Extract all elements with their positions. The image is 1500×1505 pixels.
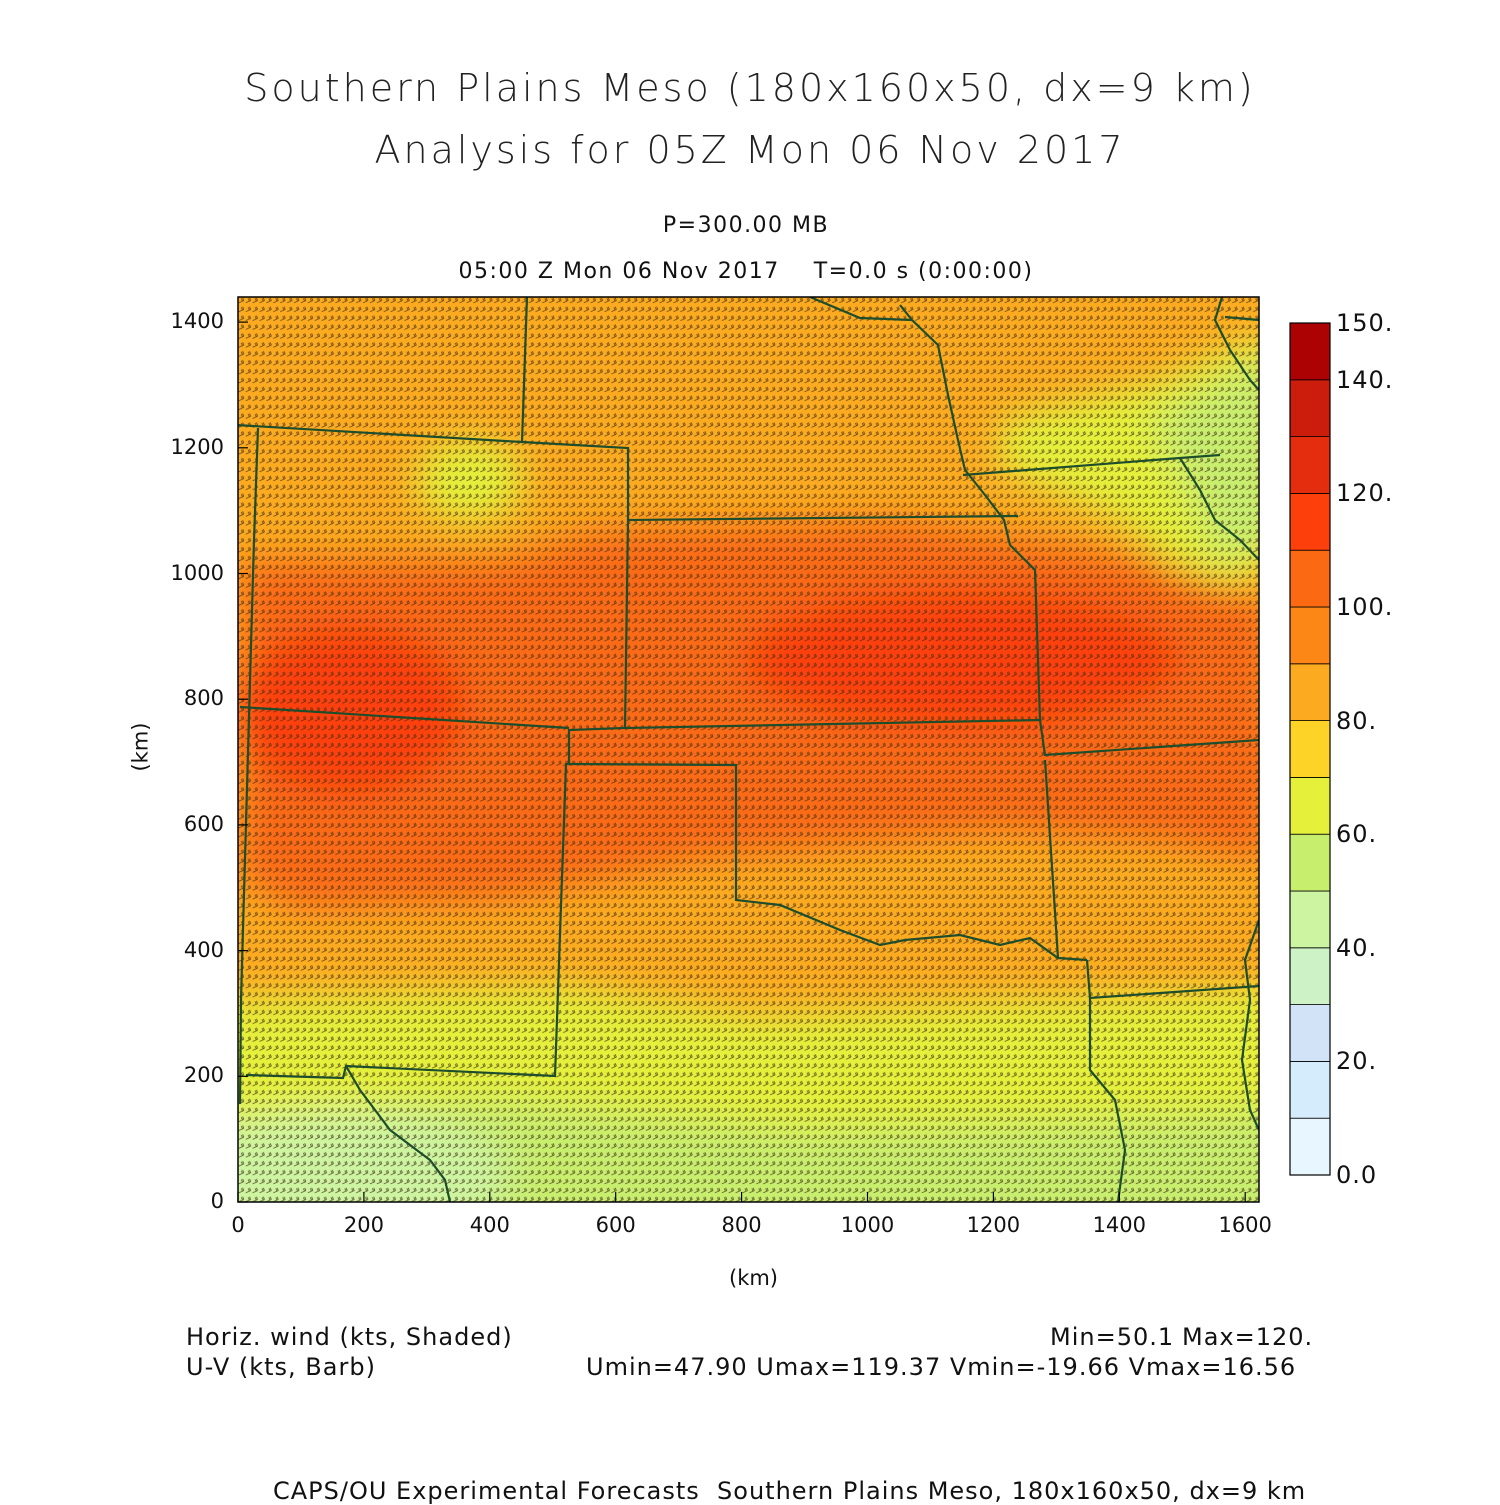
uv-stats: Umin=47.90 Umax=119.37 Vmin=-19.66 Vmax=…: [586, 1353, 1297, 1381]
colorbar-bin: [1289, 379, 1331, 437]
colorbar-bin: [1289, 1004, 1331, 1062]
y-tick-label: 0: [210, 1189, 224, 1213]
vector-name: U-V (kts, Barb): [186, 1353, 376, 1381]
x-tick-label: 1000: [840, 1213, 895, 1237]
colorbar-bin: [1289, 322, 1331, 381]
y-tick-label: 1200: [170, 434, 224, 459]
colorbar-bin: [1289, 947, 1331, 1005]
x-tick-label: 1600: [1218, 1213, 1272, 1237]
colorbar-bin: [1289, 890, 1331, 949]
pressure-level-label: P=300.00 MB: [662, 213, 830, 238]
colorbar-label: 40.: [1336, 933, 1378, 962]
colorbar-bin: [1289, 833, 1331, 892]
field-max: Max=120.: [1182, 1323, 1314, 1351]
y-tick-label: 400: [183, 937, 224, 962]
x-axis-label: (km): [729, 1266, 779, 1290]
colorbar-label: 60.: [1336, 820, 1378, 849]
field-name: Horiz. wind (kts, Shaded): [186, 1323, 513, 1351]
y-tick-label: 800: [183, 686, 224, 711]
colorbar-bin: [1289, 777, 1331, 835]
colorbar-label: 140.: [1336, 365, 1394, 394]
colorbar-frame: [1289, 322, 1331, 1176]
colorbar-label: 150.: [1336, 309, 1394, 337]
x-tick-label: 1200: [966, 1213, 1021, 1237]
plot-title-line1: Southern Plains Meso (180x160x50, dx=9 k…: [244, 66, 1256, 110]
footer-credit: CAPS/OU Experimental Forecasts Southern …: [273, 1477, 1307, 1505]
plot-title-line2: Analysis for 05Z Mon 06 Nov 2017: [374, 128, 1126, 172]
x-tick-label: 400: [469, 1213, 510, 1237]
y-tick-label: 600: [183, 811, 224, 836]
colorbar-bin: [1289, 492, 1331, 551]
x-tick-label: 800: [721, 1213, 762, 1237]
colorbar-label: 120.: [1336, 479, 1394, 508]
colorbar-label: 20.: [1336, 1047, 1378, 1076]
x-tick-label: 200: [343, 1213, 384, 1237]
y-tick-label: 200: [183, 1063, 224, 1088]
colorbar-label: 0.0: [1336, 1161, 1378, 1189]
colorbar-bin: [1289, 720, 1331, 778]
wind-barbs: [238, 297, 1259, 1202]
plot-frame: [237, 296, 1260, 1203]
y-tick-label: 1400: [170, 309, 224, 334]
colorbar-bin: [1289, 1117, 1331, 1176]
colorbar-label: 100.: [1336, 593, 1394, 621]
colorbar-bin: [1289, 1061, 1331, 1119]
colorbar-label: 80.: [1336, 706, 1378, 735]
colorbar-bin: [1289, 549, 1331, 608]
valid-time-label: 05:00 Z Mon 06 Nov 2017 T=0.0 s (0:00:00…: [458, 259, 1034, 284]
field-min: Min=50.1: [1050, 1323, 1175, 1351]
y-axis-label: (km): [128, 722, 153, 772]
colorbar-bin: [1289, 436, 1331, 494]
x-tick-label: 600: [595, 1213, 636, 1237]
x-tick-label: 0: [231, 1213, 245, 1237]
y-tick-label: 1000: [170, 560, 224, 585]
colorbar-bin: [1289, 663, 1331, 721]
state-borders: [238, 297, 1259, 1202]
x-tick-label: 1400: [1092, 1213, 1147, 1237]
colorbar-bin: [1289, 606, 1331, 665]
